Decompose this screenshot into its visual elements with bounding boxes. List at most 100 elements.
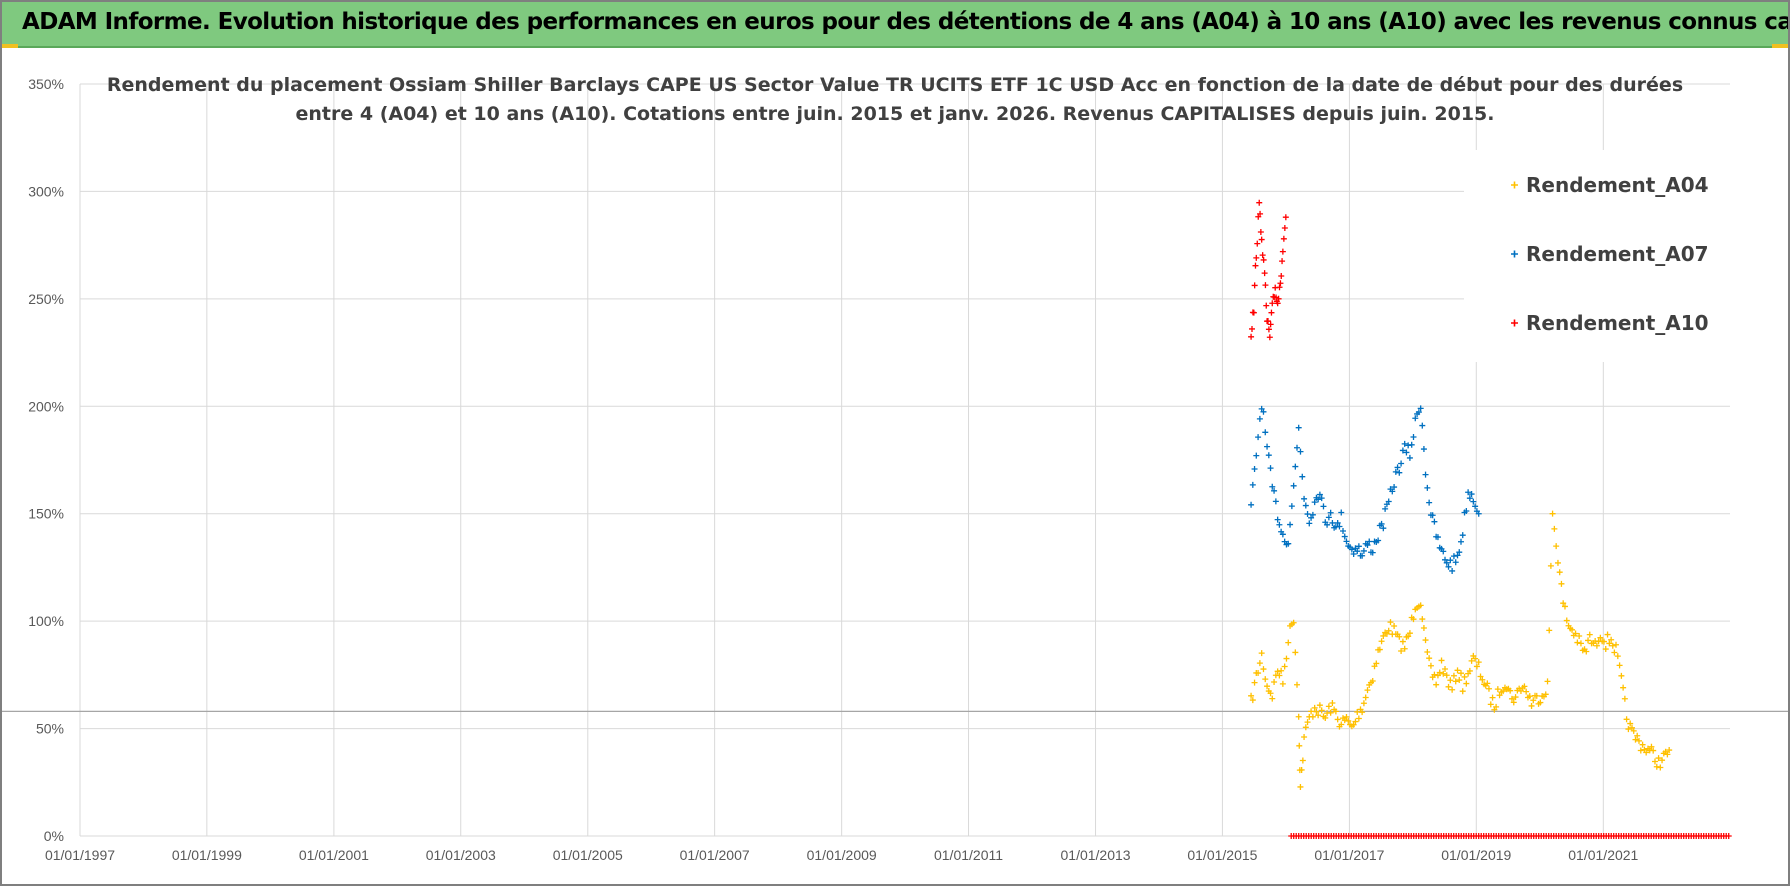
series-rendement_a10 [1248, 199, 1289, 341]
data-point [1316, 491, 1323, 498]
data-point [1526, 693, 1533, 700]
data-point [1422, 637, 1429, 644]
data-point [1325, 703, 1332, 710]
banner-accent-right [1772, 44, 1788, 48]
data-point [1378, 520, 1385, 527]
data-point [1327, 709, 1334, 716]
data-point [1655, 755, 1662, 762]
legend-label: Rendement_A10 [1526, 311, 1709, 335]
data-point [1637, 747, 1644, 754]
data-point [1608, 636, 1615, 643]
data-point [1561, 603, 1568, 610]
y-tick-label: 50% [36, 721, 64, 737]
data-point [1487, 701, 1494, 708]
data-point [1352, 718, 1359, 725]
data-point [1336, 523, 1343, 530]
data-point [1450, 553, 1457, 560]
data-point [1560, 600, 1567, 607]
data-point [1616, 662, 1623, 669]
data-point [1586, 631, 1593, 638]
data-point [1512, 694, 1519, 701]
data-point [1412, 415, 1419, 422]
data-point [1625, 726, 1632, 733]
data-point [1636, 737, 1642, 744]
data-point [1318, 707, 1325, 714]
data-point [1290, 619, 1297, 626]
series-rendement_a07 [1248, 405, 1482, 574]
data-point [1251, 465, 1258, 472]
data-point [1329, 519, 1336, 526]
data-point [1320, 503, 1327, 510]
data-point [1576, 632, 1583, 639]
legend-box [1464, 150, 1734, 362]
data-point [1443, 559, 1450, 566]
data-point [1465, 489, 1472, 496]
data-point [1282, 214, 1289, 221]
data-point [1258, 236, 1265, 243]
data-point [1419, 616, 1426, 623]
data-point [1417, 602, 1424, 609]
data-point [1597, 634, 1604, 641]
data-point [1659, 757, 1666, 764]
data-point [1350, 721, 1357, 728]
data-point [1249, 481, 1256, 488]
data-point [1427, 662, 1434, 669]
data-point [1299, 757, 1306, 764]
legend: Rendement_A04 Rendement_A07 Rendement_A10 [1464, 150, 1734, 362]
data-point [1628, 724, 1635, 731]
data-point [1267, 465, 1274, 472]
data-point [1424, 484, 1431, 491]
legend-label: Rendement_A04 [1526, 173, 1709, 197]
data-point [1438, 657, 1445, 664]
series-rendement_a04 [1248, 510, 1673, 790]
data-point [1496, 692, 1503, 699]
data-point [1338, 509, 1345, 516]
data-point [1583, 648, 1590, 655]
data-point [1389, 488, 1396, 495]
data-point [1479, 676, 1486, 683]
data-point [1329, 700, 1336, 707]
x-tick-label: 01/01/1999 [172, 847, 242, 863]
x-tick-label: 01/01/2021 [1568, 847, 1638, 863]
data-point [1382, 505, 1389, 512]
data-point [1274, 516, 1281, 523]
data-point [1359, 709, 1366, 716]
data-point [1248, 501, 1255, 508]
data-point [1269, 300, 1276, 307]
data-point [1275, 295, 1282, 302]
data-point [1426, 655, 1433, 662]
data-point [1604, 631, 1611, 638]
data-point [1600, 638, 1607, 645]
data-point [1283, 655, 1290, 662]
data-point [1264, 318, 1271, 325]
data-point [1387, 619, 1394, 626]
data-point [1318, 495, 1325, 502]
data-point [1440, 548, 1447, 555]
data-point [1296, 742, 1303, 749]
data-point [1489, 694, 1496, 701]
data-point [1269, 695, 1276, 702]
y-axis-ticks: 0% 50% 100% 150% 200% 250% 300% 350% [28, 76, 64, 844]
data-point [1657, 764, 1664, 771]
data-point [1523, 688, 1530, 695]
data-point [1508, 695, 1515, 702]
data-point [1415, 409, 1422, 416]
data-point [1634, 732, 1641, 739]
data-point [1249, 697, 1256, 704]
data-point [1292, 463, 1299, 470]
data-point [1290, 482, 1297, 489]
data-point [1343, 713, 1350, 720]
data-point [1279, 258, 1286, 265]
data-point [1456, 549, 1463, 556]
data-point [1364, 542, 1371, 549]
x-tick-label: 01/01/2001 [299, 847, 369, 863]
data-point [1343, 538, 1350, 545]
data-point [1472, 503, 1479, 510]
data-point [1360, 547, 1367, 554]
data-point [1611, 649, 1618, 656]
data-point [1442, 666, 1449, 673]
data-point [1463, 680, 1470, 687]
data-point [1253, 254, 1260, 261]
data-point [1493, 703, 1500, 710]
data-point [1362, 694, 1369, 701]
